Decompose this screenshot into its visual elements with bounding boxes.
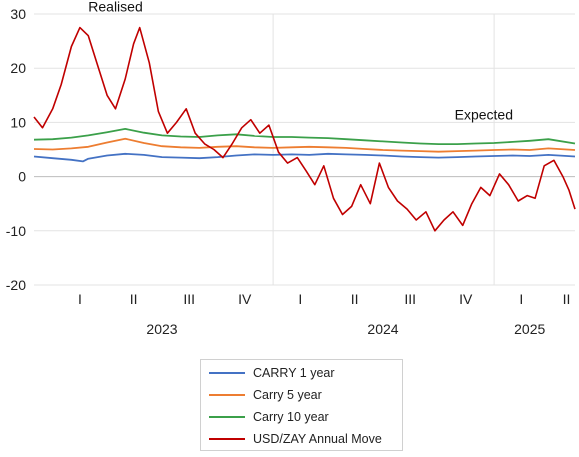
series-line-usd-zay-annual-move	[33, 26, 576, 232]
legend-label-usd-zay-annual-move: USD/ZAY Annual Move	[253, 432, 382, 446]
legend-item-carry-10-year: Carry 10 year	[209, 408, 329, 426]
x-quarter-label: I	[298, 291, 302, 307]
x-quarter-label: III	[183, 291, 195, 307]
legend-item-usd-zay-annual-move: USD/ZAY Annual Move	[209, 430, 382, 448]
x-quarter-label: I	[78, 291, 82, 307]
legend: CARRY 1 year Carry 5 year Carry 10 year …	[200, 359, 403, 451]
x-year-label: 2023	[146, 321, 177, 337]
x-quarter-label: III	[404, 291, 416, 307]
x-quarter-label: IV	[238, 291, 252, 307]
gridlines	[34, 13, 575, 286]
x-quarter-label: II	[563, 291, 571, 307]
annotations: Realised Expected	[88, 0, 513, 123]
y-tick-label: 10	[10, 114, 26, 130]
legend-swatch-carry-5-year	[209, 394, 245, 396]
legend-label-carry-1-year: CARRY 1 year	[253, 366, 335, 380]
legend-label-carry-10-year: Carry 10 year	[253, 410, 329, 424]
x-quarter-label: II	[130, 291, 138, 307]
y-tick-label: 30	[10, 6, 26, 22]
legend-swatch-carry-10-year	[209, 416, 245, 418]
legend-swatch-carry-1-year	[209, 372, 245, 374]
x-year-label: 2025	[514, 321, 545, 337]
annotation-realised: Realised	[88, 0, 142, 14]
legend-item-carry-5-year: Carry 5 year	[209, 386, 322, 404]
x-quarter-label: IV	[459, 291, 473, 307]
series-line-carry-1-year	[33, 152, 576, 163]
y-tick-label: 0	[18, 169, 26, 185]
legend-label-carry-5-year: Carry 5 year	[253, 388, 322, 402]
series-lines	[33, 26, 576, 232]
series-line-carry-5-year	[33, 137, 576, 153]
legend-swatch-usd-zay-annual-move	[209, 438, 245, 440]
legend-item-carry-1-year: CARRY 1 year	[209, 364, 335, 382]
annotation-expected: Expected	[455, 107, 513, 123]
y-tick-label: 20	[10, 60, 26, 76]
x-year-label: 2024	[367, 321, 398, 337]
y-tick-label: -10	[6, 223, 26, 239]
x-quarter-label: I	[519, 291, 523, 307]
series-line-carry-10-year	[33, 127, 576, 146]
x-quarter-label: II	[351, 291, 359, 307]
y-tick-label: -20	[6, 277, 26, 293]
